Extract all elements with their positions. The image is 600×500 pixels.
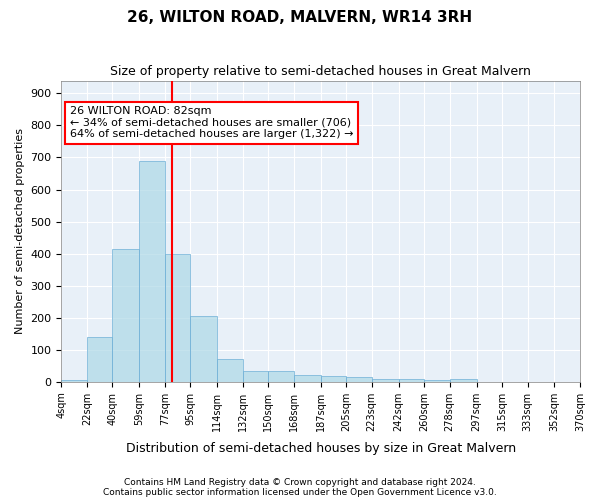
Bar	[112, 249, 139, 382]
Bar	[243, 370, 268, 382]
Text: Contains HM Land Registry data © Crown copyright and database right 2024.
Contai: Contains HM Land Registry data © Crown c…	[103, 478, 497, 497]
Bar	[372, 378, 398, 382]
Bar	[87, 337, 112, 382]
Bar	[321, 376, 346, 382]
Bar	[449, 378, 476, 382]
Bar	[398, 378, 424, 382]
Bar	[424, 380, 449, 382]
Bar	[190, 316, 217, 382]
Text: 26 WILTON ROAD: 82sqm
← 34% of semi-detached houses are smaller (706)
64% of sem: 26 WILTON ROAD: 82sqm ← 34% of semi-deta…	[70, 106, 353, 140]
Title: Size of property relative to semi-detached houses in Great Malvern: Size of property relative to semi-detach…	[110, 65, 531, 78]
Text: 26, WILTON ROAD, MALVERN, WR14 3RH: 26, WILTON ROAD, MALVERN, WR14 3RH	[127, 10, 473, 25]
Bar	[61, 380, 87, 382]
Y-axis label: Number of semi-detached properties: Number of semi-detached properties	[15, 128, 25, 334]
Bar	[294, 374, 321, 382]
Bar	[217, 360, 243, 382]
Bar	[165, 254, 190, 382]
Bar	[346, 377, 372, 382]
Bar	[268, 370, 294, 382]
X-axis label: Distribution of semi-detached houses by size in Great Malvern: Distribution of semi-detached houses by …	[125, 442, 516, 455]
Bar	[139, 160, 165, 382]
